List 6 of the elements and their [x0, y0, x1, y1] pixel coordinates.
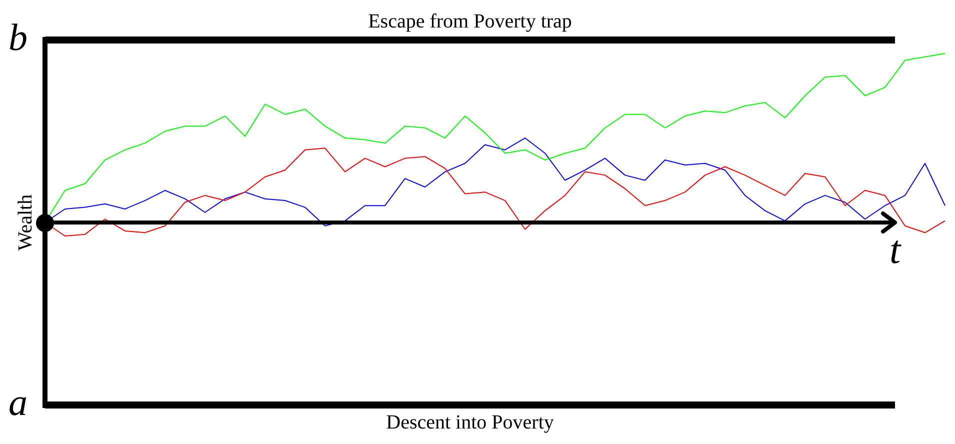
annotation: Descent into Poverty: [386, 411, 554, 434]
y-axis-title: Wealth: [14, 194, 36, 251]
x-axis-title: t: [889, 227, 902, 272]
ref-line-label: b: [8, 16, 28, 59]
annotation: Escape from Poverty trap: [368, 10, 572, 32]
ref-line-label: a: [8, 382, 28, 424]
